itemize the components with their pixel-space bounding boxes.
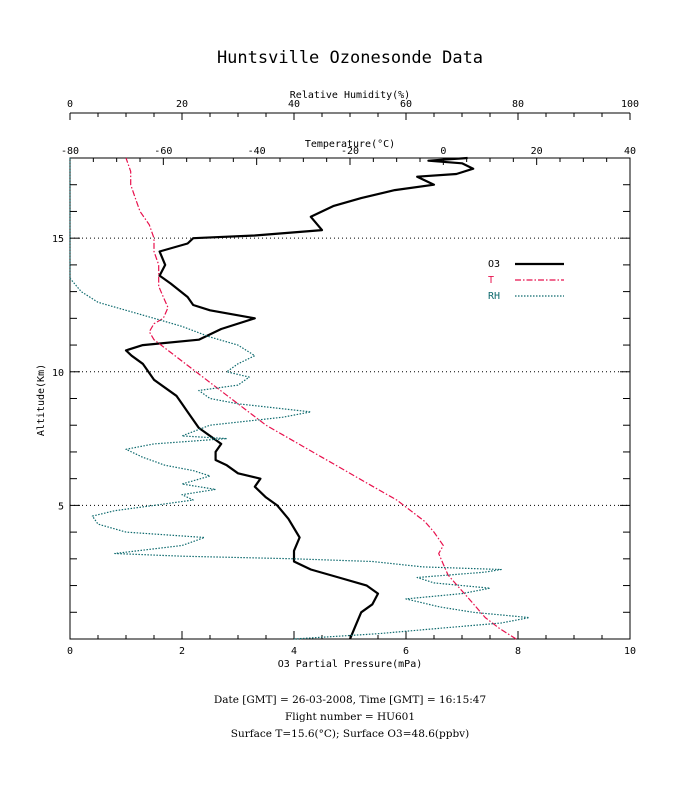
altitude-tick-label: 15 — [52, 234, 64, 245]
rh-tick-label: 60 — [400, 99, 412, 110]
rh-tick-label: 20 — [176, 99, 188, 110]
rh-tick-label: 80 — [512, 99, 524, 110]
grid-lines — [70, 237, 630, 506]
ozone-tick-label: 0 — [67, 646, 73, 657]
rh-tick-label: 100 — [621, 99, 639, 110]
ozone-tick-label: 10 — [624, 646, 636, 657]
temperature-tick-label: 40 — [624, 146, 636, 157]
altitude-tick-label: 5 — [58, 501, 64, 512]
footer-flight-number: Flight number = HU601 — [285, 711, 415, 723]
ozone-tick-label: 2 — [179, 646, 185, 657]
series-line-t — [125, 157, 517, 640]
ozone-tick-label: 4 — [291, 646, 297, 657]
axes-group: 0 2 4 6 8 100 20 40 60 80 100-80 -60 -40 -20 0 20 405101… — [52, 99, 639, 657]
ozone-tick-label: 8 — [515, 646, 521, 657]
temperature-axis-label: Temperature(°C) — [305, 139, 395, 150]
altitude-axis-label: Altitude(Km) — [36, 364, 47, 436]
series-layer — [69, 156, 530, 640]
ozone-axis-label: O3 Partial Pressure(mPa) — [278, 659, 423, 670]
footer-date-time: Date [GMT] = 26-03-2008, Time [GMT] = 16… — [213, 694, 487, 706]
footer-surface-values: Surface T=15.6(°C); Surface O3=48.6(ppbv… — [230, 728, 470, 740]
legend-label-rh: RH — [488, 291, 500, 302]
ozonesonde-chart: Huntsville Ozonesonde Data Relative Humi… — [36, 48, 639, 670]
series-line-rh — [69, 158, 530, 640]
ozone-tick-label: 6 — [403, 646, 409, 657]
temperature-tick-label: 0 — [440, 146, 446, 157]
rh-axis-label: Relative Humidity(%) — [290, 90, 410, 101]
temperature-tick-label: -20 — [341, 146, 359, 157]
temperature-tick-label: -60 — [154, 146, 172, 157]
legend-label-t: T — [488, 275, 494, 286]
series-line-o3 — [124, 156, 475, 640]
altitude-tick-label: 10 — [52, 368, 64, 379]
temperature-tick-label: -80 — [61, 146, 79, 157]
legend: O3 T RH — [488, 259, 564, 302]
legend-label-o3: O3 — [488, 259, 500, 270]
temperature-tick-label: 20 — [531, 146, 543, 157]
plot-frame — [69, 157, 631, 640]
temperature-tick-label: -40 — [248, 146, 266, 157]
chart-title: Huntsville Ozonesonde Data — [217, 48, 483, 68]
rh-tick-label: 0 — [67, 99, 73, 110]
rh-tick-label: 40 — [288, 99, 300, 110]
